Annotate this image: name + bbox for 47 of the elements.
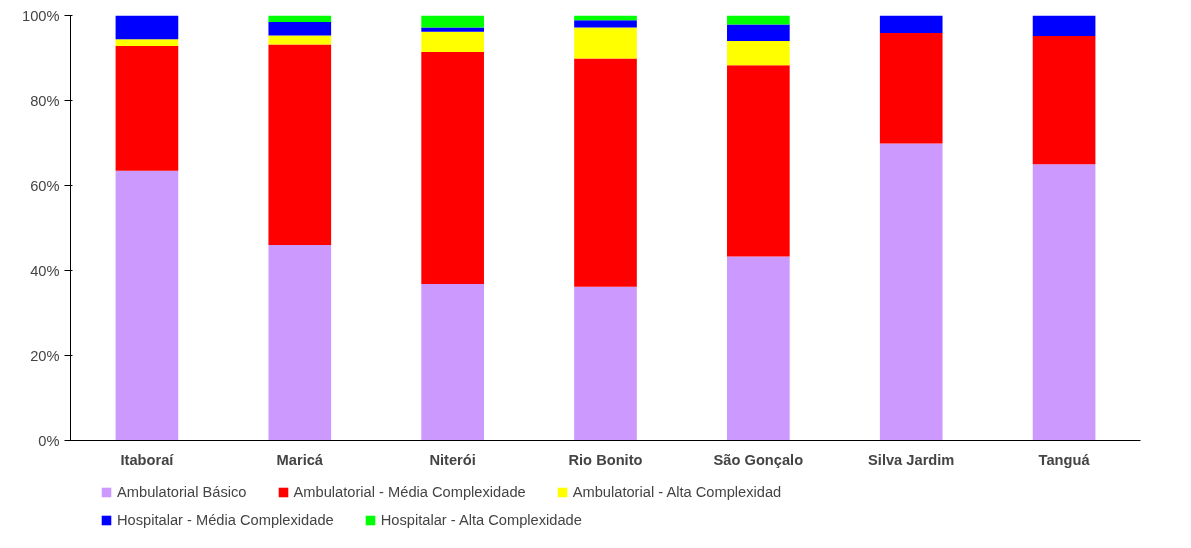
bar — [879, 32, 943, 144]
bar — [268, 44, 332, 245]
y-tick-label: 0% — [38, 432, 60, 449]
bar — [727, 41, 790, 66]
bar — [879, 143, 943, 441]
bar — [115, 39, 179, 47]
bar — [574, 58, 637, 287]
x-tick-label: São Gonçalo — [713, 451, 804, 468]
y-tick-label: 100% — [22, 7, 60, 24]
bar — [268, 15, 332, 22]
x-tick-label: Itaboraí — [120, 451, 175, 468]
legend-label: Hospitalar - Média Complexidade — [117, 512, 334, 528]
bar — [115, 15, 179, 40]
bar — [421, 52, 484, 285]
y-tick-label: 20% — [30, 347, 60, 364]
bar — [115, 170, 179, 441]
x-tick-label: Niterói — [429, 451, 476, 468]
bar — [421, 27, 484, 32]
legend-label: Hospitalar - Alta Complexidade — [380, 512, 582, 528]
legend-label: Ambulatorial - Alta Complexidad — [572, 484, 782, 500]
y-tick-label: 60% — [30, 177, 60, 194]
bar — [727, 15, 790, 25]
bar — [115, 46, 179, 171]
bar — [1032, 15, 1096, 36]
bar — [574, 20, 637, 28]
bar — [421, 31, 484, 53]
y-tick-label: 40% — [30, 262, 60, 279]
bar — [1032, 35, 1096, 165]
bar — [268, 35, 332, 45]
bar — [421, 284, 484, 441]
bar — [727, 24, 790, 41]
bar — [1032, 164, 1096, 441]
x-tick-label: Silva Jardim — [868, 451, 955, 468]
bar — [574, 286, 637, 441]
legend-label: Ambulatorial Básico — [117, 484, 247, 500]
bar — [268, 245, 332, 441]
bar — [421, 15, 484, 28]
x-tick-label: Tanguá — [1038, 451, 1091, 468]
y-tick-label: 80% — [30, 92, 60, 109]
bar — [268, 21, 332, 36]
bar — [879, 15, 943, 33]
legend-label: Ambulatorial - Média Complexidade — [293, 484, 526, 500]
bar — [727, 256, 790, 441]
bar — [574, 27, 637, 59]
x-tick-label: Maricá — [276, 451, 324, 468]
bar — [727, 65, 790, 257]
x-tick-label: Rio Bonito — [568, 451, 643, 468]
